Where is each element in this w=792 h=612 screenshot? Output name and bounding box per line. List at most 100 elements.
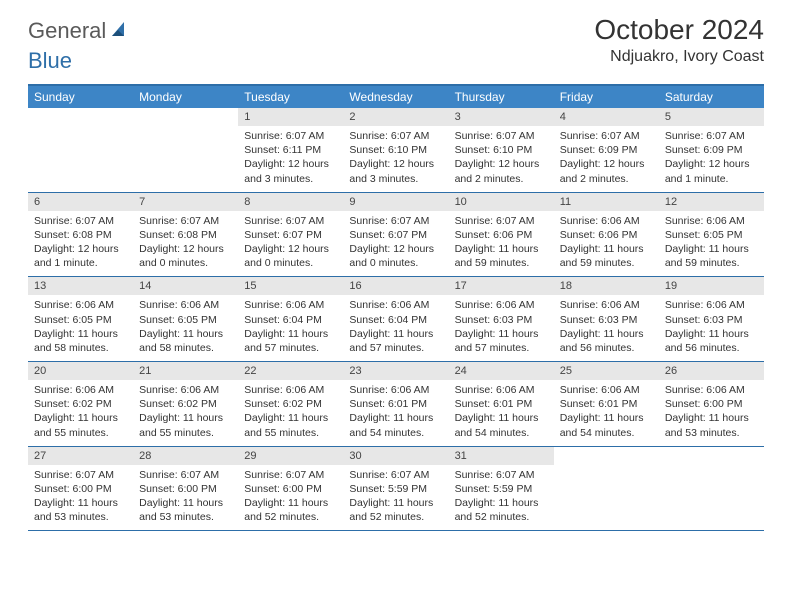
day-cell: 5Sunrise: 6:07 AMSunset: 6:09 PMDaylight… bbox=[659, 108, 764, 192]
sunrise-text: Sunrise: 6:07 AM bbox=[244, 214, 337, 228]
day-body: Sunrise: 6:06 AMSunset: 6:02 PMDaylight:… bbox=[238, 380, 343, 446]
day-cell: 31Sunrise: 6:07 AMSunset: 5:59 PMDayligh… bbox=[449, 447, 554, 531]
sunrise-text: Sunrise: 6:07 AM bbox=[349, 129, 442, 143]
daylight-line1: Daylight: 12 hours bbox=[139, 242, 232, 256]
daylight-line2: and 53 minutes. bbox=[665, 426, 758, 440]
daylight-line1: Daylight: 11 hours bbox=[665, 411, 758, 425]
day-body: Sunrise: 6:06 AMSunset: 6:05 PMDaylight:… bbox=[28, 295, 133, 361]
week-row: 6Sunrise: 6:07 AMSunset: 6:08 PMDaylight… bbox=[28, 193, 764, 278]
day-cell: 19Sunrise: 6:06 AMSunset: 6:03 PMDayligh… bbox=[659, 277, 764, 361]
sunrise-text: Sunrise: 6:06 AM bbox=[665, 383, 758, 397]
sunrise-text: Sunrise: 6:06 AM bbox=[665, 214, 758, 228]
sunset-text: Sunset: 6:07 PM bbox=[349, 228, 442, 242]
sunrise-text: Sunrise: 6:07 AM bbox=[34, 214, 127, 228]
daylight-line2: and 55 minutes. bbox=[34, 426, 127, 440]
day-number: 29 bbox=[238, 447, 343, 465]
day-cell: .. bbox=[133, 108, 238, 192]
sunset-text: Sunset: 6:00 PM bbox=[244, 482, 337, 496]
sunrise-text: Sunrise: 6:06 AM bbox=[560, 298, 653, 312]
sunset-text: Sunset: 6:09 PM bbox=[560, 143, 653, 157]
day-body: Sunrise: 6:06 AMSunset: 6:02 PMDaylight:… bbox=[133, 380, 238, 446]
day-number: 16 bbox=[343, 277, 448, 295]
daylight-line1: Daylight: 11 hours bbox=[455, 496, 548, 510]
weekday-header-cell: Monday bbox=[133, 86, 238, 108]
day-cell: .. bbox=[659, 447, 764, 531]
day-number: 31 bbox=[449, 447, 554, 465]
daylight-line2: and 54 minutes. bbox=[560, 426, 653, 440]
day-number: 11 bbox=[554, 193, 659, 211]
week-row: 20Sunrise: 6:06 AMSunset: 6:02 PMDayligh… bbox=[28, 362, 764, 447]
week-row: ....1Sunrise: 6:07 AMSunset: 6:11 PMDayl… bbox=[28, 108, 764, 193]
daylight-line1: Daylight: 12 hours bbox=[560, 157, 653, 171]
daylight-line1: Daylight: 12 hours bbox=[244, 157, 337, 171]
sunrise-text: Sunrise: 6:06 AM bbox=[244, 383, 337, 397]
sunrise-text: Sunrise: 6:06 AM bbox=[665, 298, 758, 312]
day-cell: 17Sunrise: 6:06 AMSunset: 6:03 PMDayligh… bbox=[449, 277, 554, 361]
sunrise-text: Sunrise: 6:07 AM bbox=[455, 214, 548, 228]
daylight-line1: Daylight: 11 hours bbox=[34, 411, 127, 425]
location-title: Ndjuakro, Ivory Coast bbox=[594, 48, 764, 66]
daylight-line2: and 59 minutes. bbox=[455, 256, 548, 270]
sunset-text: Sunset: 6:10 PM bbox=[349, 143, 442, 157]
day-number: 24 bbox=[449, 362, 554, 380]
daylight-line1: Daylight: 11 hours bbox=[560, 242, 653, 256]
daylight-line1: Daylight: 11 hours bbox=[139, 411, 232, 425]
logo: General bbox=[28, 18, 132, 44]
day-body: Sunrise: 6:06 AMSunset: 6:06 PMDaylight:… bbox=[554, 211, 659, 277]
day-body: Sunrise: 6:06 AMSunset: 6:00 PMDaylight:… bbox=[659, 380, 764, 446]
day-cell: 21Sunrise: 6:06 AMSunset: 6:02 PMDayligh… bbox=[133, 362, 238, 446]
daylight-line2: and 55 minutes. bbox=[244, 426, 337, 440]
day-number: 27 bbox=[28, 447, 133, 465]
daylight-line1: Daylight: 12 hours bbox=[244, 242, 337, 256]
weekday-header-cell: Thursday bbox=[449, 86, 554, 108]
daylight-line2: and 2 minutes. bbox=[560, 172, 653, 186]
weekday-header-cell: Wednesday bbox=[343, 86, 448, 108]
logo-text-blue: Blue bbox=[28, 48, 72, 74]
sunset-text: Sunset: 6:07 PM bbox=[244, 228, 337, 242]
day-body: Sunrise: 6:07 AMSunset: 6:00 PMDaylight:… bbox=[28, 465, 133, 531]
daylight-line2: and 56 minutes. bbox=[560, 341, 653, 355]
weekday-header-cell: Sunday bbox=[28, 86, 133, 108]
sunrise-text: Sunrise: 6:06 AM bbox=[244, 298, 337, 312]
daylight-line2: and 1 minute. bbox=[665, 172, 758, 186]
sunrise-text: Sunrise: 6:07 AM bbox=[244, 129, 337, 143]
day-body: Sunrise: 6:07 AMSunset: 6:09 PMDaylight:… bbox=[554, 126, 659, 192]
day-cell: .. bbox=[28, 108, 133, 192]
daylight-line2: and 54 minutes. bbox=[455, 426, 548, 440]
day-body: Sunrise: 6:06 AMSunset: 6:03 PMDaylight:… bbox=[659, 295, 764, 361]
day-body: Sunrise: 6:07 AMSunset: 5:59 PMDaylight:… bbox=[449, 465, 554, 531]
weekday-header-cell: Friday bbox=[554, 86, 659, 108]
sunrise-text: Sunrise: 6:06 AM bbox=[455, 383, 548, 397]
daylight-line2: and 59 minutes. bbox=[560, 256, 653, 270]
day-cell: 18Sunrise: 6:06 AMSunset: 6:03 PMDayligh… bbox=[554, 277, 659, 361]
day-number: 14 bbox=[133, 277, 238, 295]
day-body: Sunrise: 6:07 AMSunset: 6:09 PMDaylight:… bbox=[659, 126, 764, 192]
day-number: 7 bbox=[133, 193, 238, 211]
daylight-line2: and 57 minutes. bbox=[244, 341, 337, 355]
daylight-line1: Daylight: 12 hours bbox=[349, 157, 442, 171]
day-cell: 6Sunrise: 6:07 AMSunset: 6:08 PMDaylight… bbox=[28, 193, 133, 277]
day-cell: 28Sunrise: 6:07 AMSunset: 6:00 PMDayligh… bbox=[133, 447, 238, 531]
sunset-text: Sunset: 6:04 PM bbox=[349, 313, 442, 327]
day-number: 8 bbox=[238, 193, 343, 211]
daylight-line1: Daylight: 11 hours bbox=[34, 327, 127, 341]
sunset-text: Sunset: 6:03 PM bbox=[455, 313, 548, 327]
sunrise-text: Sunrise: 6:07 AM bbox=[244, 468, 337, 482]
sunset-text: Sunset: 6:00 PM bbox=[34, 482, 127, 496]
sunset-text: Sunset: 6:04 PM bbox=[244, 313, 337, 327]
sunrise-text: Sunrise: 6:06 AM bbox=[349, 383, 442, 397]
daylight-line1: Daylight: 12 hours bbox=[349, 242, 442, 256]
daylight-line2: and 52 minutes. bbox=[244, 510, 337, 524]
day-number: 18 bbox=[554, 277, 659, 295]
sunrise-text: Sunrise: 6:06 AM bbox=[139, 383, 232, 397]
day-number: 15 bbox=[238, 277, 343, 295]
day-number: 5 bbox=[659, 108, 764, 126]
daylight-line1: Daylight: 11 hours bbox=[455, 411, 548, 425]
month-title: October 2024 bbox=[594, 14, 764, 46]
weekday-header-cell: Tuesday bbox=[238, 86, 343, 108]
sunset-text: Sunset: 6:08 PM bbox=[34, 228, 127, 242]
day-cell: 9Sunrise: 6:07 AMSunset: 6:07 PMDaylight… bbox=[343, 193, 448, 277]
day-cell: 11Sunrise: 6:06 AMSunset: 6:06 PMDayligh… bbox=[554, 193, 659, 277]
daylight-line1: Daylight: 12 hours bbox=[34, 242, 127, 256]
daylight-line2: and 57 minutes. bbox=[349, 341, 442, 355]
